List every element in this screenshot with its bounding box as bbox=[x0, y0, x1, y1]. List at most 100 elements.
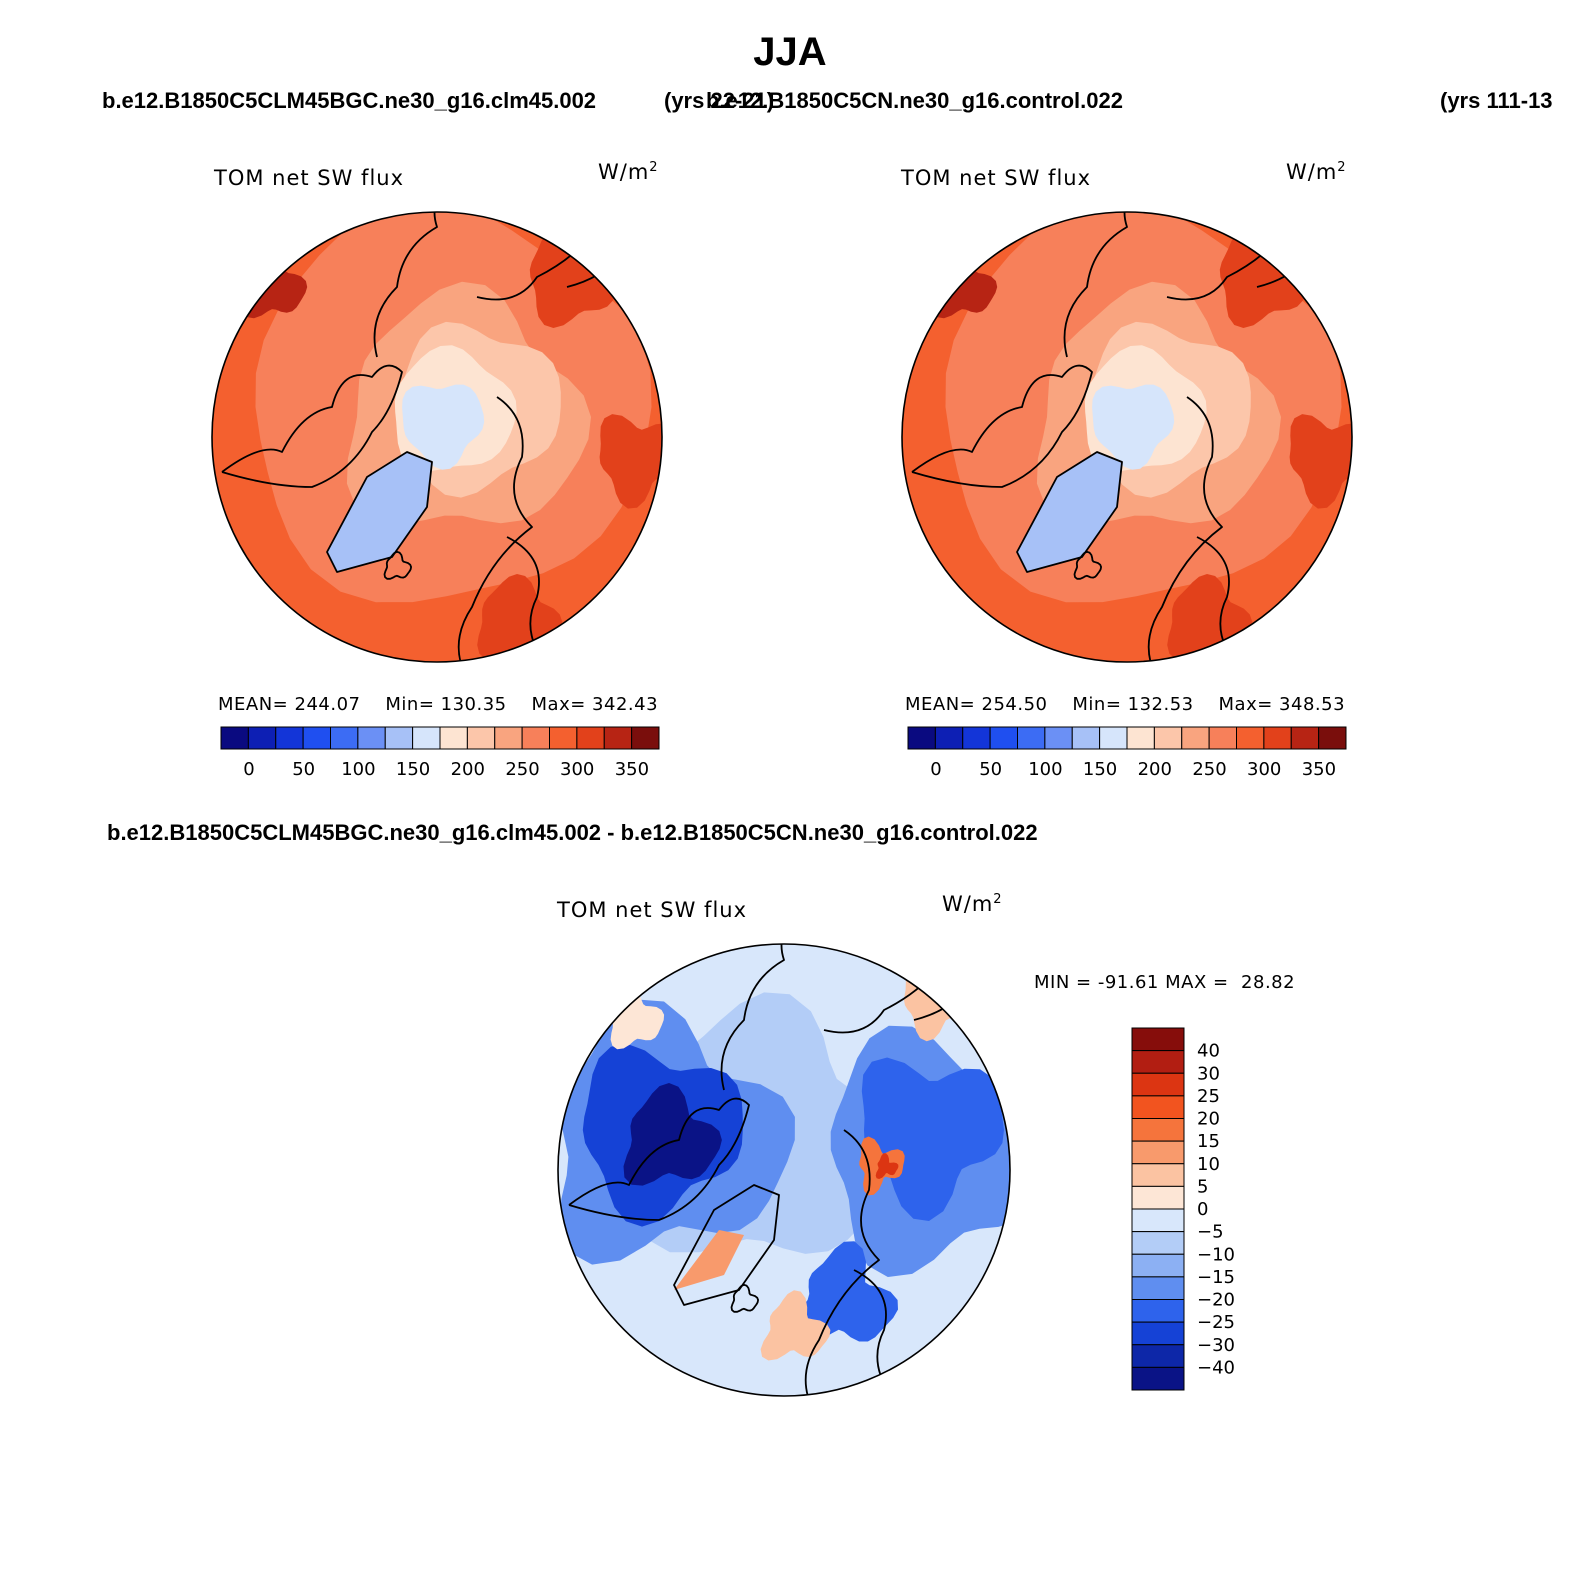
colorbar-swatch bbox=[1131, 1366, 1185, 1391]
colorbar-tick-label: 20 bbox=[1197, 1109, 1220, 1130]
map-boundary bbox=[557, 943, 1011, 1397]
map-field bbox=[212, 212, 662, 662]
colorbar-tick-label: 0 bbox=[1197, 1199, 1208, 1220]
case1-name: b.e12.B1850C5CLM45BGC.ne30_g16.clm45.002 bbox=[102, 88, 597, 113]
case2-name: b.e12.B1850C5CN.ne30_g16.control.022 bbox=[706, 88, 1123, 113]
case1-years: (yrs 22-21) bbox=[664, 88, 775, 113]
colorbar-tick-label: −5 bbox=[1197, 1222, 1224, 1243]
colorbar-tick-label: −30 bbox=[1197, 1335, 1235, 1356]
colorbar-tick-label: 250 bbox=[505, 759, 539, 780]
colorbar-swatch bbox=[1131, 1072, 1185, 1097]
iceland-coastline bbox=[1073, 550, 1102, 580]
field-band bbox=[674, 1230, 744, 1290]
colorbar-tick-label: 50 bbox=[979, 759, 1002, 780]
field-band bbox=[599, 414, 662, 509]
colorbar-swatch bbox=[1131, 1321, 1185, 1346]
colorbar-tick-label: 300 bbox=[560, 759, 594, 780]
iceland-coastline bbox=[383, 550, 412, 580]
alaska-coastline bbox=[720, 944, 805, 1091]
colorbar-tick-label: 25 bbox=[1197, 1086, 1220, 1107]
panel3-stats: MIN = -91.61 MAX = 28.82 bbox=[1034, 972, 1296, 993]
colorbar-tick-label: 0 bbox=[930, 759, 941, 780]
colorbar-swatch bbox=[1131, 1208, 1185, 1233]
field-band bbox=[861, 1057, 1004, 1221]
greenland-coastline bbox=[673, 1184, 780, 1306]
colorbar-swatch bbox=[1131, 1050, 1185, 1074]
colorbar-swatch bbox=[1318, 726, 1347, 750]
panel2-title: TOM net SW flux bbox=[901, 166, 1092, 190]
colorbar-swatch bbox=[1131, 1344, 1185, 1368]
colorbar-swatch bbox=[1131, 1185, 1185, 1210]
colorbar-tick-label: 50 bbox=[292, 759, 315, 780]
colorbar-tick-label: 350 bbox=[615, 759, 649, 780]
field-band bbox=[760, 1290, 831, 1361]
colorbar-swatch bbox=[1131, 1027, 1185, 1052]
panel1-stats: MEAN= 244.07 Min= 130.35 Max= 342.43 bbox=[218, 694, 659, 715]
colorbar-tick-label: −40 bbox=[1197, 1357, 1235, 1378]
panel1-units: W/m2 bbox=[598, 160, 659, 184]
colorbar-tick-label: 10 bbox=[1197, 1154, 1220, 1175]
map-boundary bbox=[211, 211, 663, 663]
case2-years: (yrs 111-13 bbox=[1440, 88, 1553, 113]
colorbar-tick-label: 15 bbox=[1197, 1131, 1220, 1152]
field-band bbox=[1289, 414, 1352, 509]
canada-coastline bbox=[911, 364, 1093, 488]
colorbar-tick-label: −20 bbox=[1197, 1290, 1235, 1311]
canada-coastline bbox=[568, 1097, 750, 1221]
colorbar-tick-label: 350 bbox=[1302, 759, 1336, 780]
colorbar-tick-label: −10 bbox=[1197, 1244, 1235, 1265]
alaska-coastline bbox=[1063, 212, 1148, 358]
field-band bbox=[402, 384, 485, 470]
colorbar-tick-label: 300 bbox=[1247, 759, 1281, 780]
europe-coastline bbox=[457, 396, 533, 662]
alaska-coastline bbox=[373, 212, 458, 358]
greenland-field bbox=[327, 452, 432, 572]
greenland-coastline bbox=[1016, 451, 1123, 573]
colorbar-tick-label: 30 bbox=[1197, 1063, 1220, 1084]
panel1-title: TOM net SW flux bbox=[214, 166, 405, 190]
colorbar-tick-label: 100 bbox=[341, 759, 375, 780]
canada-coastline bbox=[221, 364, 403, 488]
colorbar-tick-label: 200 bbox=[451, 759, 485, 780]
field-band bbox=[623, 1083, 722, 1186]
colorbar-swatch bbox=[1131, 1140, 1185, 1165]
colorbar-swatch bbox=[1131, 1299, 1185, 1323]
colorbar-tick-label: 0 bbox=[243, 759, 254, 780]
panel2-stats: MEAN= 254.50 Min= 132.53 Max= 348.53 bbox=[905, 694, 1346, 715]
field-band bbox=[875, 1153, 899, 1179]
colorbar-tick-label: 150 bbox=[1083, 759, 1117, 780]
colorbar-swatch bbox=[1131, 1253, 1185, 1278]
colorbar-tick-label: 40 bbox=[1197, 1041, 1220, 1062]
iceland-coastline bbox=[730, 1283, 759, 1313]
colorbar-swatch bbox=[1131, 1276, 1185, 1300]
map-boundary bbox=[901, 211, 1353, 663]
colorbar-tick-label: −25 bbox=[1197, 1312, 1235, 1333]
colorbar-tick-label: 200 bbox=[1138, 759, 1172, 780]
colorbar-tick-label: 250 bbox=[1192, 759, 1226, 780]
colorbar-swatch bbox=[1131, 1231, 1185, 1255]
europe-coastline bbox=[1147, 396, 1223, 662]
colorbar-tick-label: 150 bbox=[396, 759, 430, 780]
colorbar-swatch bbox=[1131, 1163, 1185, 1187]
colorbar-swatch bbox=[1131, 1095, 1185, 1119]
colorbar-swatch bbox=[1131, 1118, 1185, 1142]
colorbar-swatch bbox=[631, 726, 660, 750]
panel3-units: W/m2 bbox=[942, 892, 1003, 916]
greenland-coastline bbox=[326, 451, 433, 573]
panel3-title: TOM net SW flux bbox=[557, 898, 748, 922]
europe-coastline bbox=[804, 1129, 880, 1396]
colorbar-tick-label: 100 bbox=[1028, 759, 1062, 780]
field-band bbox=[1092, 384, 1175, 470]
colorbar-tick-label: −15 bbox=[1197, 1267, 1235, 1288]
field-band bbox=[791, 1241, 898, 1344]
greenland-field bbox=[1017, 452, 1122, 572]
panel2-units: W/m2 bbox=[1286, 160, 1347, 184]
diff-title: b.e12.B1850C5CLM45BGC.ne30_g16.clm45.002… bbox=[107, 820, 1038, 845]
colorbar-tick-label: 5 bbox=[1197, 1176, 1208, 1197]
season-title: JJA bbox=[753, 30, 827, 74]
